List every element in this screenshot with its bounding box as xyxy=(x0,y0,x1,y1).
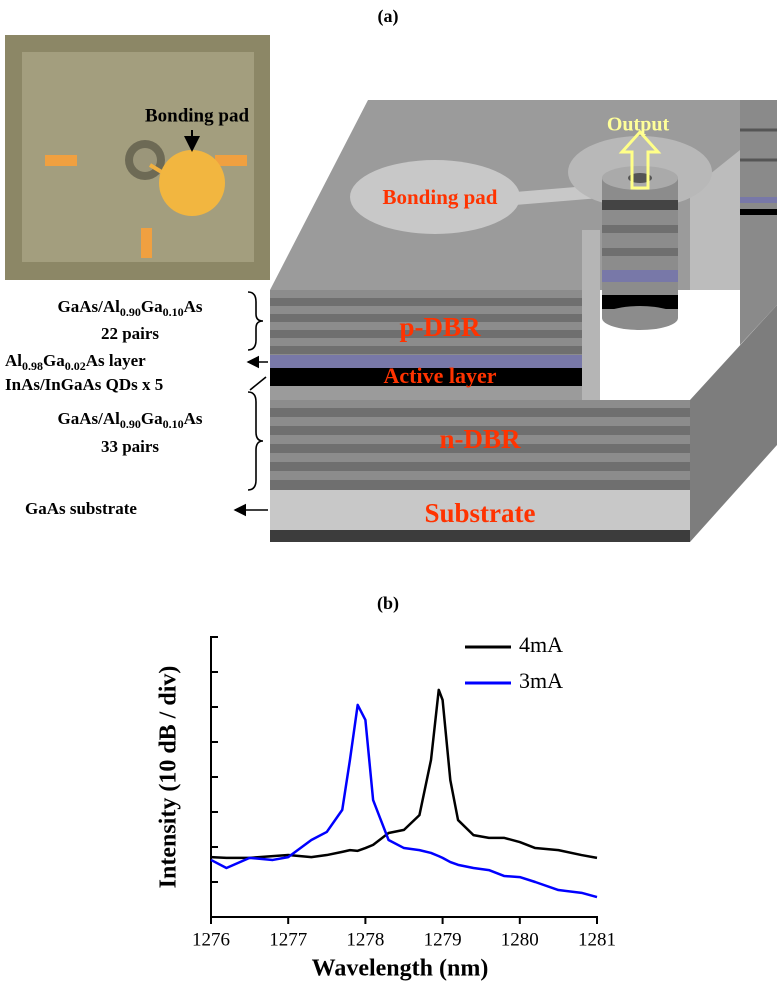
label-part: 33 pairs xyxy=(101,437,159,456)
layer-label: 22 pairs xyxy=(101,324,159,343)
series-line xyxy=(211,705,597,897)
substrate-label: Substrate xyxy=(424,498,535,528)
label-part: GaAs substrate xyxy=(25,499,137,518)
label-part: Al xyxy=(5,351,22,370)
series-line xyxy=(211,690,597,858)
device xyxy=(270,100,777,542)
x-axis-label: Wavelength (nm) xyxy=(312,956,489,982)
legend-label: 4mA xyxy=(519,632,563,657)
label-part: Ga xyxy=(43,351,65,370)
label-part: As xyxy=(184,409,203,428)
label-part: GaAs/Al xyxy=(58,409,121,428)
label-part: As layer xyxy=(86,351,146,370)
label-part: As xyxy=(184,297,203,316)
legend-label: 3mA xyxy=(519,668,563,693)
label-part: GaAs/Al xyxy=(58,297,121,316)
label-part: 22 pairs xyxy=(101,324,159,343)
x-tick-label: 1278 xyxy=(346,929,384,950)
photo-label: Bonding pad xyxy=(145,105,249,126)
x-tick-label: 1279 xyxy=(424,929,462,950)
label-part: 0.02 xyxy=(65,359,86,373)
annotations xyxy=(235,292,268,510)
layer-label: 33 pairs xyxy=(101,437,159,456)
n-dbr-label: n-DBR xyxy=(439,424,521,454)
active-layer-label: Active layer xyxy=(384,363,497,388)
y-axis-label: Intensity (10 dB / div) xyxy=(156,666,182,889)
layer-label: GaAs substrate xyxy=(25,499,137,518)
p-dbr-label: p-DBR xyxy=(399,312,481,342)
layer-label: GaAs/Al0.90Ga0.10As xyxy=(58,409,203,431)
layer-label: Al0.98Ga0.02As layer xyxy=(5,351,146,373)
label-part: 0.98 xyxy=(22,359,43,373)
panel-label: (a) xyxy=(378,6,399,27)
label-part: 0.90 xyxy=(120,417,141,431)
x-tick-label: 1280 xyxy=(501,929,539,950)
label-part: 0.10 xyxy=(163,417,184,431)
label-part: Ga xyxy=(141,297,163,316)
x-tick-label: 1281 xyxy=(578,929,616,950)
output-label: Output xyxy=(607,114,670,136)
label-part: 0.90 xyxy=(120,305,141,319)
label-part: 0.10 xyxy=(163,305,184,319)
label-part: Ga xyxy=(141,409,163,428)
figure: (a) Bonding pad xyxy=(0,0,777,987)
bonding-pad-label: Bonding pad xyxy=(383,185,498,209)
label-part: InAs/InGaAs QDs x 5 xyxy=(5,375,163,394)
x-tick-label: 1276 xyxy=(192,929,230,950)
chart-title: (b) xyxy=(377,593,399,614)
photo xyxy=(5,35,270,280)
layer-label: InAs/InGaAs QDs x 5 xyxy=(5,375,163,394)
x-tick-label: 1277 xyxy=(269,929,307,950)
layer-label: GaAs/Al0.90Ga0.10As xyxy=(58,297,203,319)
